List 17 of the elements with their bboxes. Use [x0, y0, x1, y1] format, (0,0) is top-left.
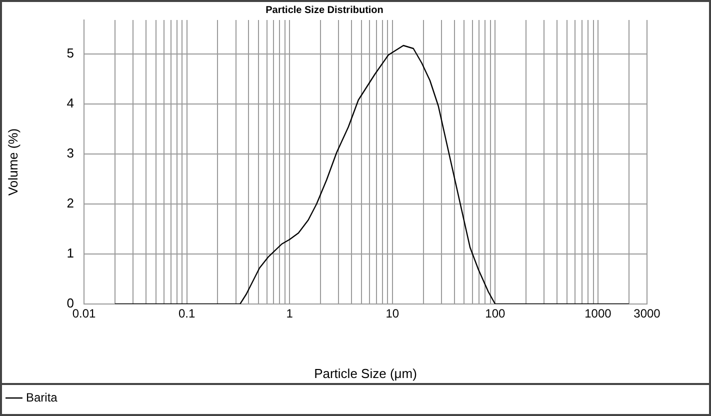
- y-axis-title: Volume (%): [5, 128, 20, 196]
- x-tick-label: 1000: [584, 306, 612, 321]
- legend-label: Barita: [26, 390, 58, 404]
- y-tick-label: 0: [66, 296, 74, 311]
- x-tick-label: 10: [386, 306, 400, 321]
- y-tick-label: 5: [66, 46, 74, 61]
- x-tick-label: 1: [286, 306, 294, 321]
- y-tick-label: 1: [66, 246, 74, 261]
- x-tick-label: 3000: [634, 306, 661, 321]
- x-tick-label: 0.1: [178, 306, 196, 321]
- x-tick-label: 100: [485, 306, 506, 321]
- x-axis-title: Particle Size (μm): [314, 366, 417, 381]
- x-tick-label: 0.01: [72, 306, 96, 321]
- chart-title: Particle Size Distribution: [266, 4, 384, 16]
- y-tick-label: 4: [66, 96, 74, 111]
- y-tick-label: 2: [66, 196, 74, 211]
- y-tick-label: 3: [66, 146, 74, 161]
